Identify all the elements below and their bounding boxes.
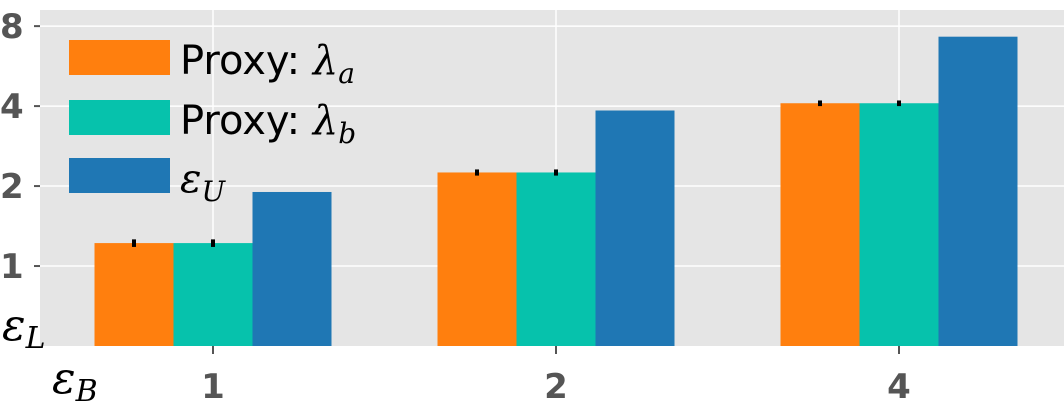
legend-label-symbol: λ [311, 38, 338, 84]
y-axis-subscript: L [25, 321, 46, 356]
y-axis-ticks: 1 2 4 8 [0, 7, 40, 287]
bar [252, 191, 332, 346]
legend-label: Proxy: λa [180, 38, 355, 90]
bar [94, 243, 174, 346]
legend-label: Proxy: λb [180, 98, 356, 150]
legend-label-prefix: Proxy: [180, 38, 313, 84]
bar [859, 103, 939, 346]
bar [516, 172, 596, 346]
bars [94, 36, 1018, 347]
x-tick-label: 4 [887, 367, 911, 407]
error-bars [132, 100, 901, 247]
y-axis-symbol: ε [2, 300, 26, 351]
legend-label-symbol: ε [180, 156, 201, 202]
legend-label-symbol: λ [311, 98, 338, 144]
x-axis-ticks: 1 2 4 [201, 346, 911, 407]
x-axis-subscript: B [75, 374, 98, 407]
y-tick-label: 2 [0, 167, 24, 207]
y-axis-label: εL [2, 300, 46, 356]
legend-swatch [69, 100, 170, 135]
x-axis-symbol: ε [52, 353, 76, 404]
legend-label-subscript: U [201, 175, 226, 208]
bar [595, 110, 675, 347]
x-tick-label: 1 [201, 367, 225, 407]
bar [938, 36, 1018, 347]
x-tick-label: 2 [544, 367, 568, 407]
y-tick-label: 8 [0, 7, 24, 47]
y-tick-label: 4 [0, 87, 24, 127]
legend-swatch [69, 158, 170, 193]
legend-label: εU [180, 156, 226, 208]
x-axis-label: εB [52, 353, 98, 407]
bar [173, 243, 253, 346]
legend-swatch [69, 40, 170, 75]
legend-label-prefix: Proxy: [180, 98, 313, 144]
y-tick-label: 1 [0, 247, 24, 287]
bar [780, 103, 860, 346]
legend-label-subscript: a [338, 57, 355, 90]
bar [437, 172, 517, 346]
legend-label-subscript: b [338, 117, 356, 150]
